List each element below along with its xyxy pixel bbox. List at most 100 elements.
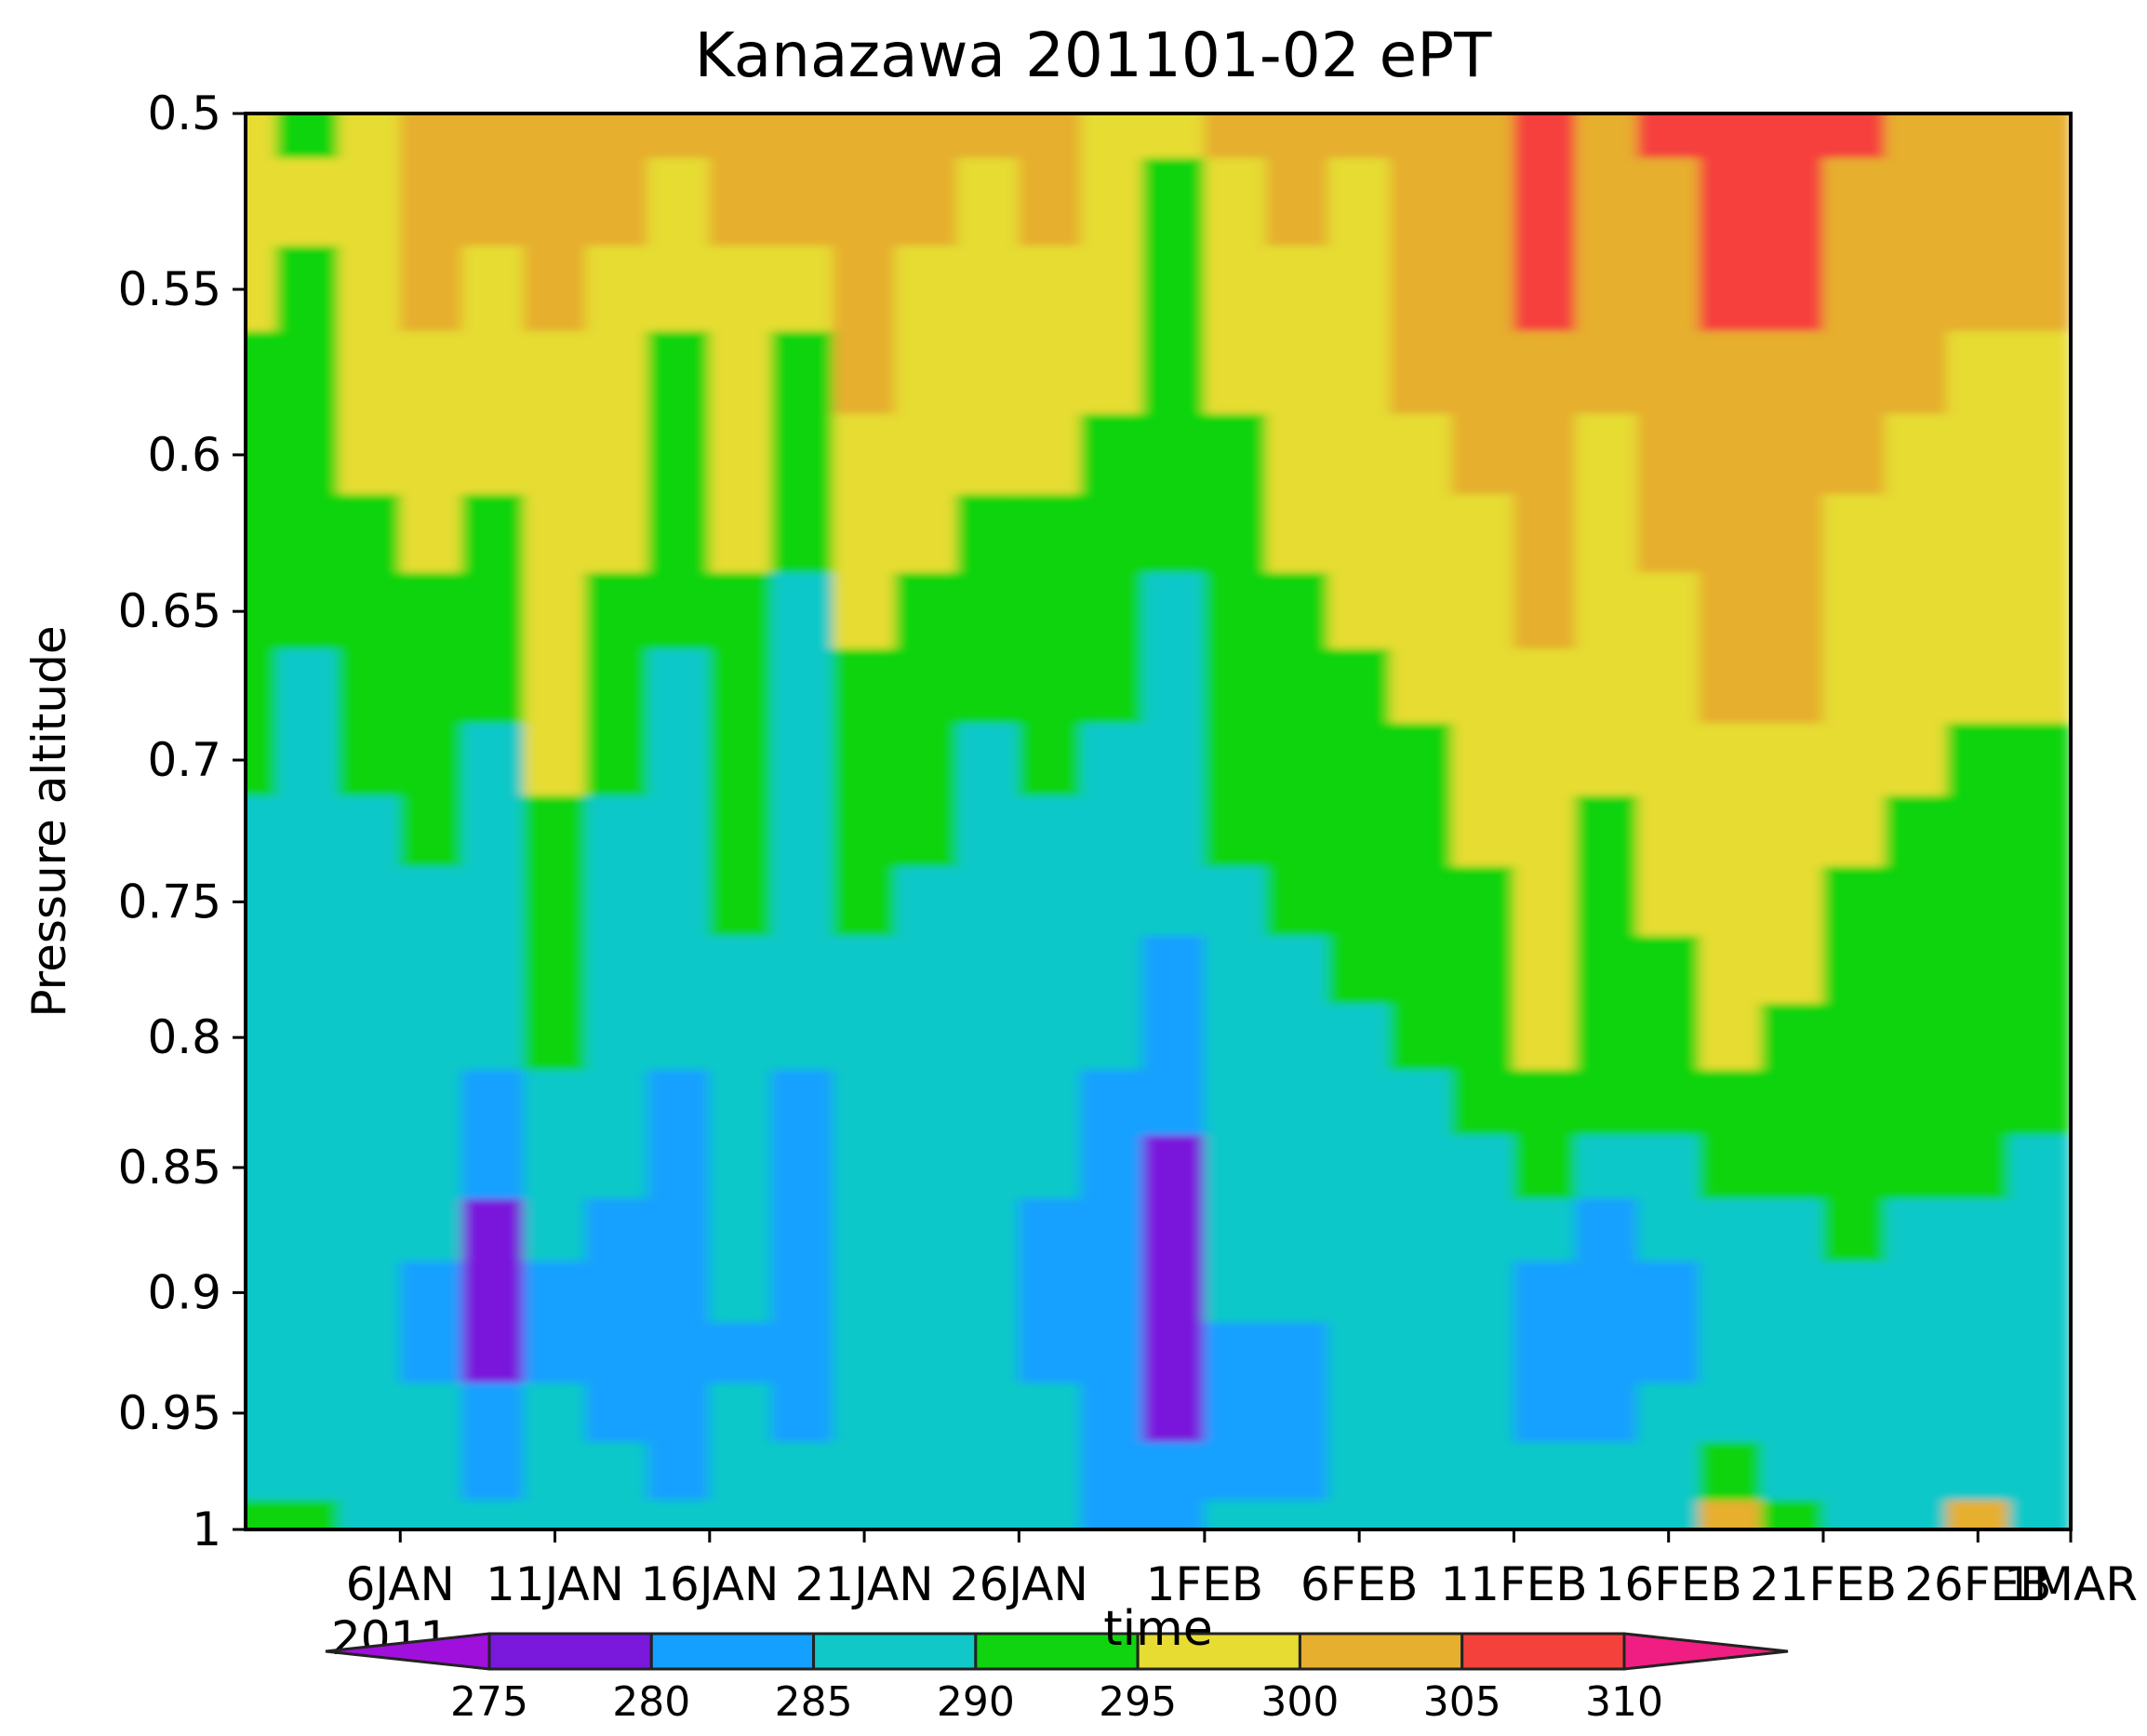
heatmap-cell [1513,1261,1577,1324]
heatmap-cell [647,1500,711,1529]
heatmap-cell [1636,935,1700,1005]
heatmap-cell [1389,1322,1453,1384]
heatmap-cell [1389,1261,1453,1324]
heatmap-cell [523,1261,587,1324]
heatmap-cell [1885,413,1948,496]
heatmap-cell [1822,1322,1886,1384]
heatmap-cell [1265,795,1329,868]
heatmap-cell [1327,795,1391,868]
heatmap-cell [1575,1003,1638,1072]
x-tick-label: 11FEB [1440,1557,1587,1611]
heatmap-cell [461,157,525,247]
heatmap-cell [523,572,587,650]
heatmap-cell [894,114,958,159]
heatmap-cell [246,648,277,725]
heatmap-cell [1327,866,1391,937]
heatmap-cell [647,1322,711,1384]
heatmap-cell [1451,572,1514,650]
heatmap-cell [1389,866,1453,937]
heatmap-cell [1080,1003,1143,1072]
heatmap-cell [585,246,648,332]
heatmap-cell [1575,1500,1638,1529]
heatmap-cell [585,1135,648,1200]
heatmap-cell [1451,1135,1514,1200]
heatmap-cell [956,1322,1020,1384]
heatmap-cell [1327,1382,1391,1444]
heatmap-cell [1451,1382,1514,1444]
heatmap-cell [1018,1322,1082,1384]
heatmap-cell [1761,935,1824,1005]
heatmap-cell [275,1261,340,1324]
heatmap-cell [1265,1322,1329,1384]
y-tick-label: 0.75 [118,875,221,928]
heatmap-cell [1513,1322,1577,1384]
heatmap-cell [338,1382,401,1444]
heatmap-cell [709,723,772,797]
heatmap-cell [1389,1135,1453,1200]
heatmap-cell [1822,935,1886,1005]
heatmap-cell [1822,494,1886,574]
heatmap-cell [647,413,711,496]
heatmap-cell [1575,572,1638,650]
heatmap-cell [275,1322,340,1384]
heatmap-cell [399,572,463,650]
heatmap-cell [1080,1070,1143,1136]
heatmap-cell [770,1500,834,1529]
heatmap-cell [1575,1070,1638,1136]
heatmap-cell [1946,1135,2009,1200]
heatmap-cell [770,648,834,725]
heatmap-cell [1204,1135,1267,1200]
heatmap-cell [275,1500,340,1529]
heatmap-cell [338,114,401,159]
heatmap-cell [956,1500,1020,1529]
heatmap-cell [461,572,525,650]
heatmap-cell [275,723,340,797]
heatmap-cell [894,1382,958,1444]
heatmap-cell [461,866,525,937]
heatmap-cell [2008,935,2071,1005]
heatmap-cell [770,1135,834,1200]
heatmap-cell [1575,1382,1638,1444]
x-axis-label: time [1103,1601,1212,1657]
heatmap-cell [461,246,525,332]
heatmap-cell [338,723,401,797]
heatmap-cell [399,866,463,937]
heatmap-cell [1822,331,1886,415]
heatmap-cell [647,1003,711,1072]
heatmap-cell [956,1261,1020,1324]
heatmap-cell [1822,413,1886,496]
heatmap-cell [523,1135,587,1200]
heatmap-cell [1761,866,1824,937]
y-tick-label: 0.7 [147,733,221,787]
heatmap-cell [523,413,587,496]
heatmap-cell [1513,1198,1577,1262]
heatmap-cell [894,935,958,1005]
heatmap-cell [1451,1070,1514,1136]
heatmap-cell [461,1003,525,1072]
heatmap-cell [2008,572,2071,650]
heatmap-cell [833,1500,896,1529]
heatmap-cell [1141,1382,1206,1444]
heatmap-cell [1080,1382,1143,1444]
heatmap-cell [523,157,587,247]
heatmap-cell [1636,1003,1700,1072]
heatmap-cell [833,795,896,868]
heatmap-cell [1204,935,1267,1005]
heatmap-cell [1018,114,1082,159]
heatmap-cell [956,1198,1020,1262]
heatmap-cell [770,1003,834,1072]
heatmap-cell [1946,114,2009,159]
heatmap-cell [956,648,1020,725]
colorbar-segment [487,1632,653,1671]
heatmap-cell [956,1135,1020,1200]
heatmap-cell [1822,1135,1886,1200]
heatmap-cell [399,1261,463,1324]
heatmap-cell [585,866,648,937]
heatmap-cell [1018,935,1082,1005]
x-tick-label: 26FEB [1904,1557,2051,1611]
heatmap-cell [1204,157,1267,247]
colorbar-label: 310 [1585,1678,1663,1726]
heatmap-cell [709,1135,772,1200]
heatmap-cell [1636,572,1700,650]
heatmap-cell [338,1442,401,1502]
